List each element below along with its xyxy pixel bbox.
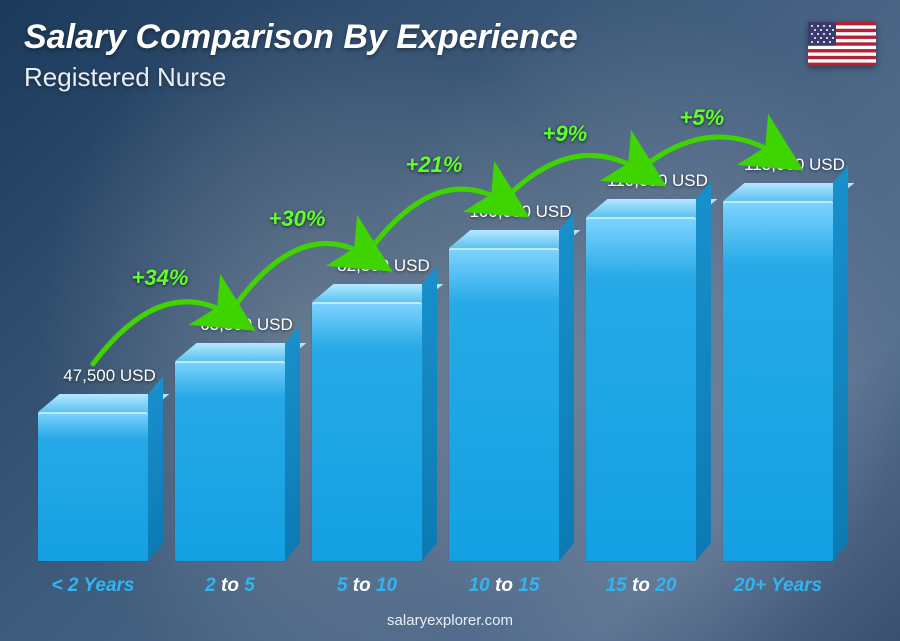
bar-category-label: 5 to 10 [290, 575, 444, 597]
bar-value-label: 47,500 USD [27, 366, 192, 386]
growth-label: +30% [269, 206, 326, 232]
growth-label: +34% [132, 265, 189, 291]
bar-column [586, 217, 696, 561]
bar: 110,000 USD15 to 20 [586, 217, 696, 561]
plot-area: 47,500 USD< 2 Years63,800 USD2 to 582,80… [30, 110, 850, 561]
growth-label: +9% [543, 121, 588, 147]
bar-column [38, 412, 148, 561]
growth-label: +5% [680, 105, 725, 131]
bar-category-label: 10 to 15 [427, 575, 581, 597]
bar-value-label: 115,000 USD [712, 155, 877, 175]
bar: 63,800 USD2 to 5 [175, 361, 285, 561]
bar: 47,500 USD< 2 Years [38, 412, 148, 561]
bar-category-label: 2 to 5 [153, 575, 307, 597]
footer-attribution: salaryexplorer.com [387, 612, 513, 629]
bar-value-label: 63,800 USD [164, 315, 329, 335]
bar-column [175, 361, 285, 561]
bar-category-label: 20+ Years [701, 575, 855, 597]
bar-column [312, 302, 422, 561]
bar-value-label: 82,800 USD [301, 256, 466, 276]
flag-us-icon [808, 22, 876, 66]
chart-title: Salary Comparison By Experience [24, 18, 578, 57]
bar-column [723, 201, 833, 561]
bar: 100,000 USD10 to 15 [449, 248, 559, 561]
salary-chart: Salary Comparison By Experience Register… [0, 0, 900, 641]
chart-subtitle: Registered Nurse [24, 62, 226, 93]
bar: 82,800 USD5 to 10 [312, 302, 422, 561]
bar-category-label: < 2 Years [16, 575, 170, 597]
bar-value-label: 100,000 USD [438, 202, 603, 222]
bar-category-label: 15 to 20 [564, 575, 718, 597]
bar-column [449, 248, 559, 561]
bar: 115,000 USD20+ Years [723, 201, 833, 561]
growth-label: +21% [406, 152, 463, 178]
